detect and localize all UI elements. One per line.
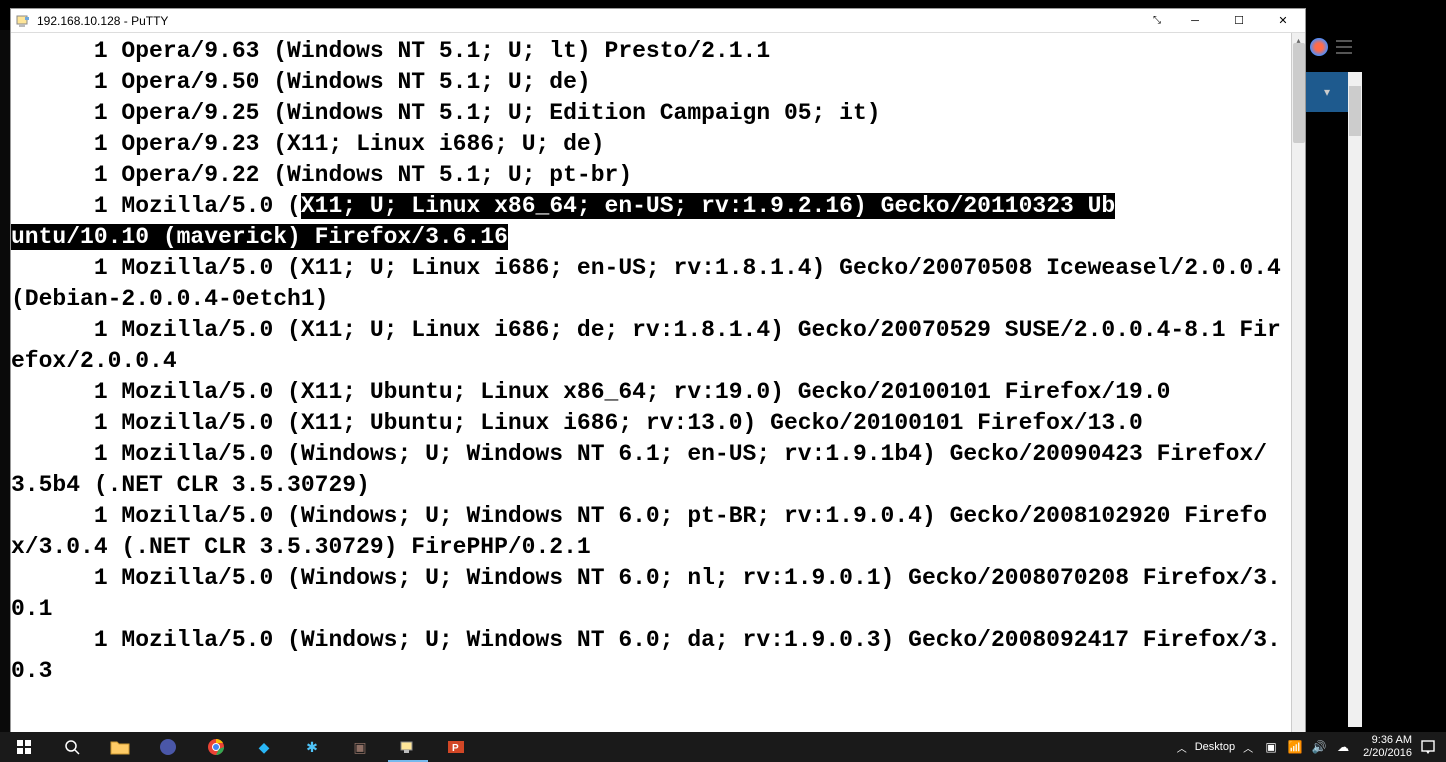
chrome-icon [205, 736, 227, 758]
background-browser-icons [1310, 38, 1352, 56]
taskbar-item-putty[interactable] [384, 732, 432, 762]
terminal-line: 1 Mozilla/5.0 (Windows; U; Windows NT 6.… [11, 439, 1291, 501]
terminal-line: 1 Mozilla/5.0 (X11; U; Linux x86_64; en-… [11, 191, 1291, 222]
terminal-line: 1 Mozilla/5.0 (X11; Ubuntu; Linux x86_64… [11, 377, 1291, 408]
taskbar-item-search[interactable] [48, 732, 96, 762]
app3-icon: ▣ [349, 736, 371, 758]
selected-text: X11; U; Linux x86_64; en-US; rv:1.9.2.16… [301, 193, 1115, 219]
clock-time: 9:36 AM [1363, 734, 1412, 747]
taskbar-item-start[interactable] [0, 732, 48, 762]
terminal-line: 1 Opera/9.25 (Windows NT 5.1; U; Edition… [11, 98, 1291, 129]
scrollbar-thumb[interactable] [1293, 43, 1305, 143]
terminal-line: untu/10.10 (maverick) Firefox/3.6.16 [11, 222, 1291, 253]
taskbar-item-app3[interactable]: ▣ [336, 732, 384, 762]
powerpoint-icon: P [445, 736, 467, 758]
taskbar-item-app1[interactable]: ◆ [240, 732, 288, 762]
network-tray-icon[interactable]: 📶 [1285, 737, 1305, 757]
taskbar-tray: ︿ Desktop ︿ ▣ 📶 🔊 ☁ 9:36 AM 2/20/2016 [1177, 732, 1446, 762]
menu-icon[interactable] [1336, 40, 1352, 54]
background-scrollbar[interactable] [1348, 72, 1362, 727]
window-title: 192.168.10.128 - PuTTY [37, 14, 1147, 28]
window-controls: ⤡ ─ ☐ ✕ [1147, 9, 1305, 33]
desktop-left-edge [0, 30, 10, 732]
terminal-line: 1 Opera/9.50 (Windows NT 5.1; U; de) [11, 67, 1291, 98]
chevron-down-icon: ▾ [1324, 85, 1330, 99]
start-icon [13, 736, 35, 758]
svg-text:P: P [452, 743, 459, 754]
terminal-line: 1 Opera/9.63 (Windows NT 5.1; U; lt) Pre… [11, 36, 1291, 67]
terminal-line: 1 Mozilla/5.0 (X11; U; Linux i686; en-US… [11, 253, 1291, 315]
background-scrollbar-thumb[interactable] [1349, 86, 1361, 136]
firefox-icon [157, 736, 179, 758]
taskbar-item-firefox[interactable] [144, 732, 192, 762]
putty-window: 192.168.10.128 - PuTTY ⤡ ─ ☐ ✕ 1 Opera/9… [10, 8, 1306, 733]
show-hidden-icons[interactable]: ︿ [1243, 740, 1253, 755]
terminal-line: 1 Mozilla/5.0 (X11; U; Linux i686; de; r… [11, 315, 1291, 377]
vpn-tray-icon[interactable]: ▣ [1261, 737, 1281, 757]
system-clock[interactable]: 9:36 AM 2/20/2016 [1363, 734, 1412, 760]
terminal-content[interactable]: 1 Opera/9.63 (Windows NT 5.1; U; lt) Pre… [11, 33, 1291, 732]
app2-icon: ✱ [301, 736, 323, 758]
windows-taskbar: ◆ ✱ ▣ P ︿ Desktop ︿ ▣ 📶 🔊 ☁ 9:36 AM 2/20/20… [0, 732, 1446, 762]
action-center-icon[interactable] [1418, 737, 1438, 757]
restore-down-icon[interactable]: ⤡ [1147, 9, 1167, 33]
taskbar-item-app2[interactable]: ✱ [288, 732, 336, 762]
volume-tray-icon[interactable]: 🔊 [1309, 737, 1329, 757]
terminal-line: 1 Opera/9.23 (X11; Linux i686; U; de) [11, 129, 1291, 160]
search-icon [61, 736, 83, 758]
terminal-line: 1 Mozilla/5.0 (X11; Ubuntu; Linux i686; … [11, 408, 1291, 439]
taskbar-apps: ◆ ✱ ▣ P [0, 732, 480, 762]
minimize-button[interactable]: ─ [1173, 9, 1217, 33]
terminal-line: 1 Mozilla/5.0 (Windows; U; Windows NT 6.… [11, 625, 1291, 687]
window-titlebar[interactable]: 192.168.10.128 - PuTTY ⤡ ─ ☐ ✕ [11, 9, 1305, 33]
file-explorer-icon [109, 736, 131, 758]
terminal-area: 1 Opera/9.63 (Windows NT 5.1; U; lt) Pre… [11, 33, 1305, 732]
taskbar-item-powerpoint[interactable]: P [432, 732, 480, 762]
terminal-line: 1 Mozilla/5.0 (Windows; U; Windows NT 6.… [11, 563, 1291, 625]
vertical-scrollbar[interactable]: ▴ [1291, 33, 1305, 732]
clock-date: 2/20/2016 [1363, 747, 1412, 760]
app1-icon: ◆ [253, 736, 275, 758]
putty-icon [397, 736, 419, 758]
background-blue-panel[interactable]: ▾ [1306, 72, 1348, 112]
tray-overflow-icon[interactable]: ︿ [1177, 740, 1187, 755]
terminal-line: 1 Opera/9.22 (Windows NT 5.1; U; pt-br) [11, 160, 1291, 191]
desktop-toolbar-label[interactable]: Desktop [1195, 741, 1235, 753]
putty-app-icon [15, 13, 31, 29]
close-button[interactable]: ✕ [1261, 9, 1305, 33]
selected-text: untu/10.10 (maverick) Firefox/3.6.16 [11, 224, 508, 250]
taskbar-item-chrome[interactable] [192, 732, 240, 762]
browser-profile-icon[interactable] [1310, 38, 1328, 56]
terminal-line: 1 Mozilla/5.0 (Windows; U; Windows NT 6.… [11, 501, 1291, 563]
taskbar-item-file-explorer[interactable] [96, 732, 144, 762]
onedrive-tray-icon[interactable]: ☁ [1333, 737, 1353, 757]
maximize-button[interactable]: ☐ [1217, 9, 1261, 33]
